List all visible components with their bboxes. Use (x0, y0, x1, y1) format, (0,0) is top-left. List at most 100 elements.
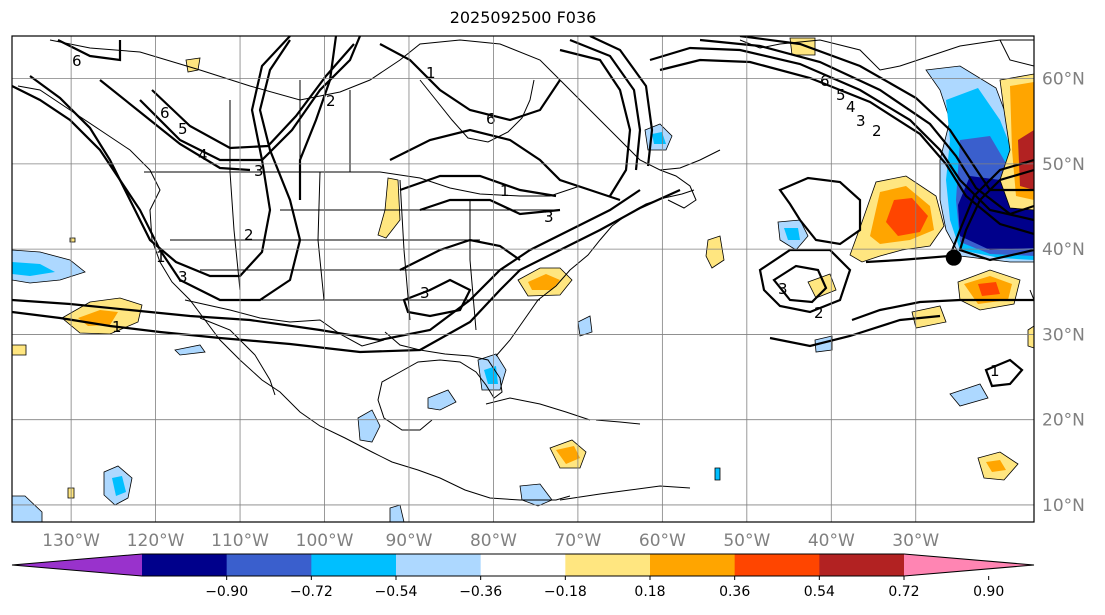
blob-small-blue-3 (714, 467, 721, 481)
colorbar-tick-label: 0.36 (719, 584, 750, 600)
colorbar (11, 553, 1035, 577)
contour-29 (769, 314, 941, 348)
contour-label: 2 (872, 122, 882, 140)
colorbar-segment (734, 554, 820, 576)
contour-label: 3 (178, 268, 188, 286)
contour-label: 1 (156, 248, 166, 266)
contour-1 (12, 188, 681, 354)
blob-carib-orange-inner (556, 446, 580, 464)
longitude-labels: 130°W 120°W 110°W 100°W 90°W 80°W 70°W 60°W 50°W… (42, 531, 939, 551)
contour-label: 6 (72, 52, 82, 70)
contour-label: 6 (160, 104, 170, 122)
colorbar-tick-label: 0.90 (973, 584, 1004, 600)
blob-mexico-blue (357, 409, 381, 443)
longitude-label: 120°W (127, 531, 185, 551)
contour-label: 2 (326, 92, 336, 110)
border-us-canada (144, 171, 581, 197)
contour-label: 2 (244, 226, 254, 244)
contour-label: 5 (178, 120, 188, 138)
colorbar-segment (396, 554, 482, 576)
colorbar-segment (480, 554, 566, 576)
contour-12 (399, 174, 557, 198)
contour-label: 3 (254, 162, 264, 180)
contour-23 (958, 168, 1034, 262)
longitude-label: 70°W (554, 531, 601, 551)
longitude-label: 130°W (42, 531, 100, 551)
blob-central-atl-red (886, 198, 928, 236)
contour-9 (298, 36, 338, 200)
blob-small-blue-1 (174, 344, 206, 356)
contour-label: 5 (836, 86, 846, 104)
colorbar-segment (311, 554, 397, 576)
contour-2 (12, 189, 641, 342)
contour-22 (739, 36, 1034, 192)
contour-8 (57, 39, 122, 62)
contour-label: 6 (820, 72, 830, 90)
coast-hispaniola (595, 419, 641, 425)
coast-iberia (1029, 289, 1034, 301)
gridlines (12, 36, 1034, 522)
contour-labels: 6 6 6 5 4 3 2 1 1 1 2 3 3 3 3 2 1 6 5 4 … (72, 52, 1000, 380)
colorbar-outline (11, 553, 1035, 577)
blob-nw-yellow (185, 57, 201, 73)
coast-hudson (419, 79, 535, 143)
contour-11 (389, 128, 621, 202)
blob-atl-blue-2 (814, 335, 833, 353)
contour-20 (659, 58, 1034, 236)
colorbar-tick-label: −0.72 (290, 584, 333, 600)
blob-se-yellow-2 (1027, 325, 1034, 349)
contour-13 (419, 198, 561, 216)
longitude-label: 60°W (639, 531, 686, 551)
colorbar-segment (226, 554, 312, 576)
longitude-label: 50°W (723, 531, 770, 551)
longitude-label: 90°W (385, 531, 432, 551)
longitude-label: 110°W (211, 531, 269, 551)
coast-greenland (739, 39, 1034, 71)
colorbar-extend-low (12, 554, 142, 576)
blob-sw-corner (12, 495, 43, 522)
contour-label: 3 (544, 208, 554, 226)
location-marker (945, 249, 962, 266)
blob-bahamas-blue (577, 315, 593, 337)
colorbar-tick-label: −0.18 (544, 584, 587, 600)
contour-lines (12, 36, 1034, 388)
blob-se-blue (949, 383, 989, 407)
blob-eastcoast-orange-inner (528, 274, 560, 290)
colorbar-segment (565, 554, 651, 576)
colorbar-segment (142, 554, 228, 576)
contour-15 (402, 278, 472, 318)
latitude-label: 20°N (1042, 411, 1085, 431)
contour-label: 6 (486, 110, 496, 128)
contour-21 (699, 38, 1034, 216)
contour-24 (865, 158, 1034, 264)
latitude-label: 30°N (1042, 325, 1085, 345)
plot-title: 2025092500 F036 (449, 8, 597, 27)
colorbar-tick-label: 0.54 (804, 584, 835, 600)
contour-label: 2 (814, 304, 824, 322)
contour-label: 3 (420, 284, 430, 302)
contour-label: 3 (856, 112, 866, 130)
colorbar-extend-high (904, 554, 1034, 576)
longitude-label: 80°W (470, 531, 517, 551)
colorbar-tick-label: 0.72 (888, 584, 919, 600)
contour-27 (772, 264, 828, 304)
longitude-label: 100°W (296, 531, 354, 551)
contour-5 (139, 36, 362, 162)
contour-10 (379, 43, 561, 122)
longitude-label: 30°W (892, 531, 939, 551)
latitude-label: 50°N (1042, 155, 1085, 175)
blob-atl-yellow-2 (807, 273, 837, 299)
colorbar-segment (650, 554, 736, 576)
latitude-label: 60°N (1042, 70, 1085, 90)
contour-label: 1 (990, 362, 1000, 380)
blob-south-blue-inner (112, 476, 126, 496)
colorbar-tick-label: 0.18 (634, 584, 665, 600)
contour-26 (758, 248, 852, 314)
colorbar-tick-label: −0.36 (459, 584, 502, 600)
contour-25 (778, 176, 862, 246)
blob-atl-blue-1-inner (784, 228, 800, 240)
contour-label: 1 (500, 182, 510, 200)
blob-cv-orange-inner (986, 460, 1006, 472)
contour-label: 4 (846, 98, 856, 116)
